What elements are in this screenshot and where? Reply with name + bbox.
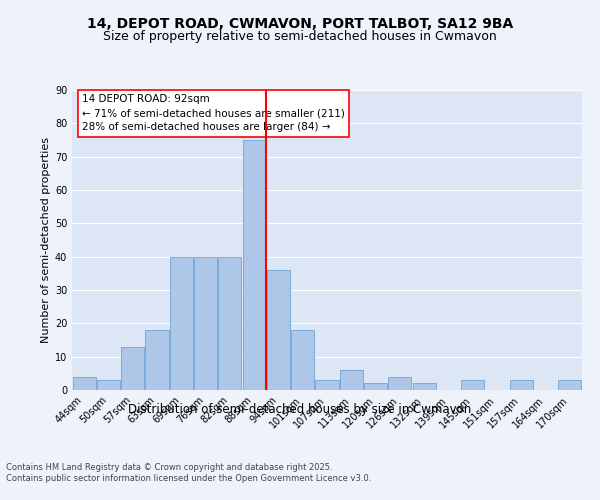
Bar <box>170 256 193 390</box>
Text: Distribution of semi-detached houses by size in Cwmavon: Distribution of semi-detached houses by … <box>128 402 472 415</box>
Y-axis label: Number of semi-detached properties: Number of semi-detached properties <box>41 137 50 343</box>
Text: Contains public sector information licensed under the Open Government Licence v3: Contains public sector information licen… <box>6 474 371 483</box>
Bar <box>413 384 436 390</box>
Bar <box>559 380 581 390</box>
Bar <box>145 330 169 390</box>
Bar <box>121 346 144 390</box>
Text: Size of property relative to semi-detached houses in Cwmavon: Size of property relative to semi-detach… <box>103 30 497 43</box>
Bar <box>388 376 412 390</box>
Bar <box>73 376 95 390</box>
Bar <box>340 370 363 390</box>
Bar <box>267 270 290 390</box>
Bar <box>316 380 338 390</box>
Bar <box>218 256 241 390</box>
Text: 14 DEPOT ROAD: 92sqm
← 71% of semi-detached houses are smaller (211)
28% of semi: 14 DEPOT ROAD: 92sqm ← 71% of semi-detac… <box>82 94 345 132</box>
Text: Contains HM Land Registry data © Crown copyright and database right 2025.: Contains HM Land Registry data © Crown c… <box>6 462 332 471</box>
Bar <box>97 380 120 390</box>
Bar <box>510 380 533 390</box>
Bar <box>291 330 314 390</box>
Bar <box>242 140 266 390</box>
Bar <box>364 384 387 390</box>
Bar <box>194 256 217 390</box>
Bar <box>461 380 484 390</box>
Text: 14, DEPOT ROAD, CWMAVON, PORT TALBOT, SA12 9BA: 14, DEPOT ROAD, CWMAVON, PORT TALBOT, SA… <box>87 18 513 32</box>
